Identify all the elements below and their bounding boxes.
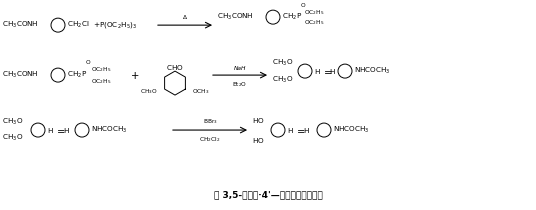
Text: 反 3,5-二羟基·4'—乙酰氨基二苯乙烯: 反 3,5-二羟基·4'—乙酰氨基二苯乙烯 <box>214 190 322 199</box>
Text: $\mathsf{BBr_3}$: $\mathsf{BBr_3}$ <box>203 117 218 126</box>
Text: $\mathsf{CH_3O}$: $\mathsf{CH_3O}$ <box>140 87 158 96</box>
Text: $\mathsf{O}$: $\mathsf{O}$ <box>85 58 91 66</box>
Text: $\mathsf{HO}$: $\mathsf{HO}$ <box>252 135 265 144</box>
Text: $\mathsf{OC_2H_5}$: $\mathsf{OC_2H_5}$ <box>91 77 111 85</box>
Text: $\mathsf{NHCOCH_3}$: $\mathsf{NHCOCH_3}$ <box>333 125 370 135</box>
Text: $\mathsf{O}$: $\mathsf{O}$ <box>300 1 306 9</box>
Text: $\mathsf{NHCOCH_3}$: $\mathsf{NHCOCH_3}$ <box>354 66 391 76</box>
Text: $\mathsf{OC_2H_5}$: $\mathsf{OC_2H_5}$ <box>304 18 324 27</box>
Text: $\mathsf{H}$: $\mathsf{H}$ <box>303 126 310 135</box>
Text: $\mathsf{H}$: $\mathsf{H}$ <box>287 126 294 135</box>
Text: $\mathsf{CH_2P}$: $\mathsf{CH_2P}$ <box>67 70 87 80</box>
Text: $\mathsf{H}$: $\mathsf{H}$ <box>63 126 70 135</box>
Text: $\mathsf{CH_2Cl_2}$: $\mathsf{CH_2Cl_2}$ <box>199 135 221 144</box>
Text: $\mathsf{Et_2O}$: $\mathsf{Et_2O}$ <box>233 80 248 89</box>
Text: $\mathsf{CH_3CONH}$: $\mathsf{CH_3CONH}$ <box>2 20 39 30</box>
Text: $\mathsf{CH_2Cl}$: $\mathsf{CH_2Cl}$ <box>67 20 90 30</box>
Text: $\mathsf{+}$: $\mathsf{+}$ <box>130 70 139 81</box>
Text: $\mathsf{=}$: $\mathsf{=}$ <box>295 125 306 135</box>
Text: $\mathsf{=}$: $\mathsf{=}$ <box>322 66 333 76</box>
Text: $\mathsf{CH_3CONH}$: $\mathsf{CH_3CONH}$ <box>217 12 254 22</box>
Text: $\mathsf{OC_2H_5}$: $\mathsf{OC_2H_5}$ <box>91 65 111 73</box>
Text: $\mathsf{H}$: $\mathsf{H}$ <box>329 67 336 76</box>
Text: $\mathsf{CH_3CONH}$: $\mathsf{CH_3CONH}$ <box>2 70 39 80</box>
Text: $\mathsf{H}$: $\mathsf{H}$ <box>47 126 54 135</box>
Text: $\mathsf{CH_3O}$: $\mathsf{CH_3O}$ <box>2 133 23 143</box>
Text: $\mathsf{NHCOCH_3}$: $\mathsf{NHCOCH_3}$ <box>91 125 128 135</box>
Text: $\Delta$: $\Delta$ <box>182 13 188 21</box>
Text: NaH: NaH <box>234 66 246 71</box>
Text: $\mathsf{H}$: $\mathsf{H}$ <box>314 67 321 76</box>
Text: $\mathsf{=}$: $\mathsf{=}$ <box>55 125 66 135</box>
Text: $\mathsf{CH_3O}$: $\mathsf{CH_3O}$ <box>272 75 293 85</box>
Text: $\mathsf{OC_2H_5}$: $\mathsf{OC_2H_5}$ <box>304 8 324 17</box>
Text: $\mathsf{+ P(OC_2H_5)_3}$: $\mathsf{+ P(OC_2H_5)_3}$ <box>93 20 137 30</box>
Text: $\mathsf{CH_2P}$: $\mathsf{CH_2P}$ <box>282 12 302 22</box>
Text: $\mathsf{OCH_3}$: $\mathsf{OCH_3}$ <box>192 87 210 96</box>
Text: $\mathsf{CH_3O}$: $\mathsf{CH_3O}$ <box>2 117 23 127</box>
Text: $\mathsf{CHO}$: $\mathsf{CHO}$ <box>166 63 184 72</box>
Text: $\mathsf{CH_3O}$: $\mathsf{CH_3O}$ <box>272 58 293 68</box>
Text: $\mathsf{HO}$: $\mathsf{HO}$ <box>252 116 265 125</box>
